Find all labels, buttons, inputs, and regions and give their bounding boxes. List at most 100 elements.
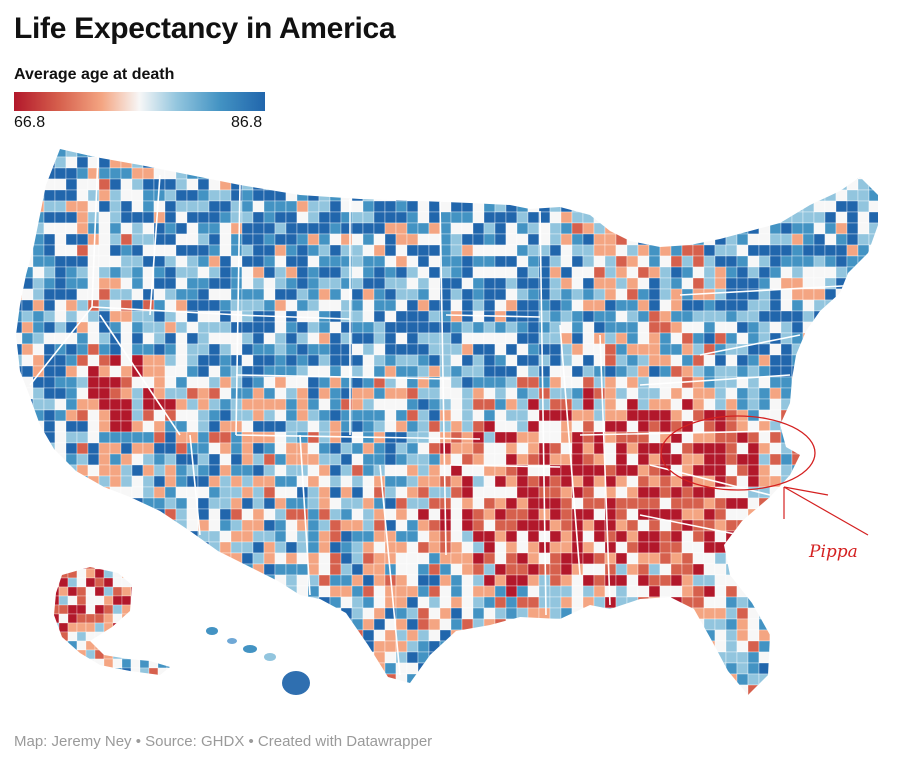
- county-cell: [65, 442, 78, 455]
- county-cell: [902, 421, 913, 432]
- county-cell: [450, 277, 463, 290]
- county-cell: [296, 354, 309, 367]
- county-cell: [483, 442, 496, 455]
- county-cell: [351, 651, 364, 664]
- county-cell: [538, 149, 551, 158]
- county-cell: [58, 586, 69, 597]
- county-cell: [714, 255, 727, 268]
- county-cell: [769, 552, 782, 565]
- county-cell: [329, 475, 342, 488]
- county-cell: [32, 684, 45, 695]
- county-cell: [0, 278, 11, 289]
- county-cell: [263, 321, 276, 334]
- county-cell: [121, 649, 132, 660]
- county-cell: [538, 607, 551, 620]
- county-cell: [296, 149, 309, 158]
- county-cell: [483, 222, 496, 235]
- county-cell: [230, 222, 243, 235]
- county-cell: [549, 211, 562, 224]
- county-cell: [692, 684, 705, 695]
- county-cell: [461, 442, 474, 455]
- county-cell: [527, 277, 540, 290]
- county-cell: [582, 453, 595, 466]
- county-cell: [139, 586, 150, 597]
- county-cell: [549, 354, 562, 367]
- county-cell: [43, 552, 56, 565]
- county-cell: [770, 696, 781, 707]
- county-cell: [319, 135, 330, 146]
- county-cell: [450, 486, 463, 499]
- county-cell: [902, 476, 913, 487]
- county-cell: [406, 343, 419, 356]
- county-cell: [505, 519, 518, 532]
- county-cell: [351, 585, 364, 598]
- county-cell: [846, 398, 859, 411]
- county-cell: [318, 552, 331, 565]
- county-cell: [824, 178, 837, 191]
- county-cell: [219, 519, 232, 532]
- county-cell: [747, 244, 760, 257]
- county-cell: [659, 266, 672, 279]
- county-cell: [648, 629, 661, 642]
- county-cell: [472, 541, 485, 554]
- county-cell: [263, 277, 276, 290]
- county-cell: [648, 365, 661, 378]
- county-cell: [747, 530, 760, 543]
- county-cell: [824, 673, 837, 686]
- county-cell: [461, 255, 474, 268]
- county-cell: [880, 619, 891, 630]
- county-cell: [87, 211, 100, 224]
- county-cell: [373, 530, 386, 543]
- county-cell: [527, 354, 540, 367]
- county-cell: [54, 622, 60, 633]
- county-cell: [461, 288, 474, 301]
- county-cell: [77, 696, 88, 707]
- county-cell: [362, 178, 375, 191]
- county-cell: [758, 530, 771, 543]
- county-cell: [704, 707, 715, 715]
- county-cell: [98, 266, 111, 279]
- county-cell: [802, 332, 815, 345]
- county-cell: [395, 684, 408, 695]
- county-cell: [32, 662, 45, 675]
- county-cell: [219, 409, 232, 422]
- county-cell: [109, 508, 122, 521]
- county-cell: [16, 618, 23, 631]
- county-cell: [758, 442, 771, 455]
- county-cell: [593, 365, 606, 378]
- county-cell: [450, 673, 463, 686]
- county-cell: [112, 567, 123, 570]
- county-cell: [506, 707, 517, 715]
- annotation-circle: [660, 415, 816, 491]
- county-cell: [252, 662, 265, 675]
- county-cell: [0, 135, 11, 146]
- county-cell: [120, 310, 133, 323]
- county-cell: [681, 332, 694, 345]
- county-cell: [835, 497, 848, 510]
- county-cell: [58, 577, 69, 588]
- county-cell: [483, 640, 496, 653]
- county-cell: [802, 167, 815, 180]
- county-cell: [516, 519, 529, 532]
- county-cell: [824, 508, 837, 521]
- county-cell: [450, 376, 463, 389]
- county-cell: [626, 365, 639, 378]
- county-cell: [692, 178, 705, 191]
- county-cell: [472, 530, 485, 543]
- county-cell: [87, 431, 100, 444]
- county-cell: [472, 497, 485, 510]
- county-cell: [472, 189, 485, 202]
- county-cell: [450, 310, 463, 323]
- county-cell: [428, 409, 441, 422]
- county-cell: [142, 684, 155, 695]
- county-cell: [791, 420, 804, 433]
- county-cell: [637, 211, 650, 224]
- county-cell: [362, 651, 375, 664]
- county-cell: [802, 299, 815, 312]
- county-cell: [626, 607, 639, 620]
- county-cell: [736, 178, 749, 191]
- county-cell: [593, 266, 606, 279]
- county-cell: [219, 288, 232, 301]
- county-cell: [549, 629, 562, 642]
- county-cell: [16, 167, 23, 180]
